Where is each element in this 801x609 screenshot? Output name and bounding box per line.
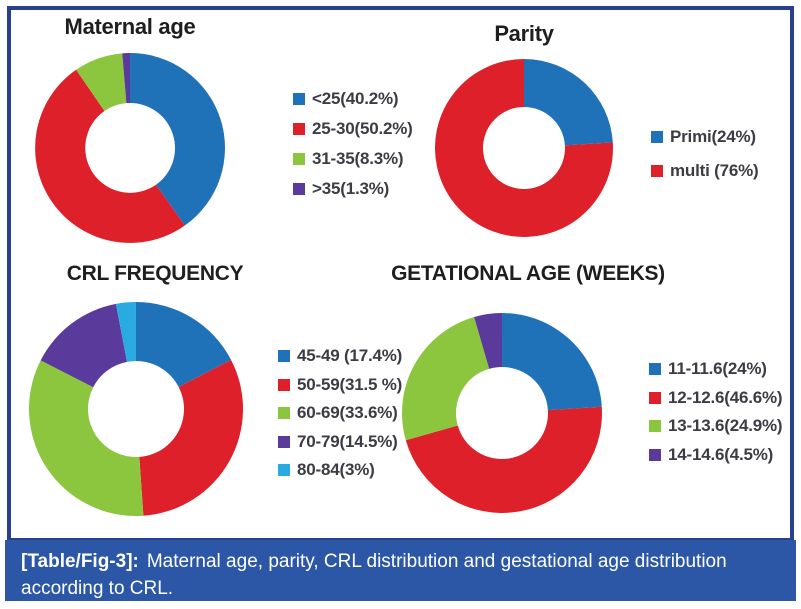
legend-swatch [649,449,661,462]
donut-segment [139,359,243,516]
legend-swatch [278,435,290,448]
legend-swatch [278,350,290,363]
legend-swatch [293,183,305,195]
legend-label: 13-13.6(24.9%) [668,416,783,436]
legend-label: 50-59(31.5 %) [297,374,403,394]
donut-segment [474,313,502,369]
legend-swatch [649,363,661,376]
legend-label: Primi(24%) [670,127,756,146]
legend-label: 60-69(33.6%) [297,403,398,423]
legend-item: <25(40.2%) [293,84,413,114]
legend-item: 14-14.6(4.5%) [649,441,782,470]
legend-label: 11-11.6(24%) [668,359,767,379]
chart-title-crl-frequency: CRL FREQUENCY [66,262,244,285]
donut-segment [122,53,130,104]
legend-label: multi (76%) [670,161,759,180]
donut-segment [115,302,136,362]
legend-item: 12-12.6(46.6%) [649,384,783,413]
legend-swatch [293,153,305,165]
caption-text: Maternal age, parity, CRL distribution a… [146,551,727,572]
donut-segment [29,360,144,516]
donut-segment [136,302,232,387]
caption-tag: [Table/Fig-3]: [21,551,139,572]
legend-label: 45-49 (17.4%) [297,346,403,366]
legend-item: 80-84(3%) [278,456,402,485]
legend-label: <25(40.2%) [312,89,399,108]
legend-gestational-age: 11-11.6(24%) 12-12.6(46.6%) 13-13.6(24.9%)… [649,355,783,470]
legend-swatch [651,131,663,143]
legend-item: >35(1.3%) [293,174,413,204]
legend-swatch [278,464,290,477]
figure-caption: [Table/Fig-3]: Maternal age, parity, CRL … [5,540,796,601]
legend-item: 11-11.6(24%) [649,355,782,384]
legend-item: multi (76%) [651,154,759,188]
donut-segment [405,406,602,513]
caption-line-1: [Table/Fig-3]: Maternal age, parity, CRL … [21,548,780,575]
donut-chart-maternal-age [35,53,225,243]
donut-segment [35,69,185,243]
donut-chart-crl-frequency [29,302,243,516]
legend-swatch [278,407,290,420]
donut-segment [402,316,490,441]
chart-title-parity: Parity [494,21,554,46]
legend-label: 31-35(8.3%) [312,149,404,168]
legend-item: 60-69(33.6%) [278,399,402,428]
legend-swatch [293,93,305,105]
chart-title-maternal-age: Maternal age [64,14,196,39]
donut-chart-gestational-age [402,313,602,513]
caption-line-2: according to CRL. [21,578,174,599]
legend-swatch [293,123,305,135]
legend-crl-frequency: 45-49 (17.4%) 50-59(31.5 %) 60-69(33.6%) 70… [278,342,402,485]
donut-segment [502,313,602,411]
legend-item: 13-13.6(24.9%) [649,412,783,441]
legend-item: 70-79(14.5%) [278,428,402,457]
donut-chart-parity [435,59,613,237]
donut-segment [524,59,613,146]
legend-swatch [649,391,661,404]
legend-label: 12-12.6(46.6%) [668,387,783,407]
legend-item: 50-59(31.5 %) [278,371,402,400]
donut-segment [40,303,128,388]
legend-item: 45-49 (17.4%) [278,342,402,371]
legend-label: 14-14.6(4.5%) [668,445,774,465]
donut-segment [130,53,225,226]
donut-segment [435,59,613,237]
legend-label: 70-79(14.5%) [297,431,398,451]
legend-swatch [651,165,663,177]
legend-maternal-age: <25(40.2%) 25-30(50.2%) 31-35(8.3%) >35(1.3… [293,84,413,204]
legend-item: 25-30(50.2%) [293,114,413,144]
donut-segment [76,53,127,111]
chart-title-gestational-age: GETATIONAL AGE (WEEKS) [391,262,665,285]
legend-swatch [278,378,290,391]
legend-parity: Primi(24%) multi (76%) [651,120,759,188]
legend-label: >35(1.3%) [312,179,390,198]
legend-label: 25-30(50.2%) [312,119,413,138]
legend-item: 31-35(8.3%) [293,144,413,174]
legend-label: 80-84(3%) [297,460,375,480]
legend-item: Primi(24%) [651,120,758,154]
legend-swatch [649,420,661,433]
